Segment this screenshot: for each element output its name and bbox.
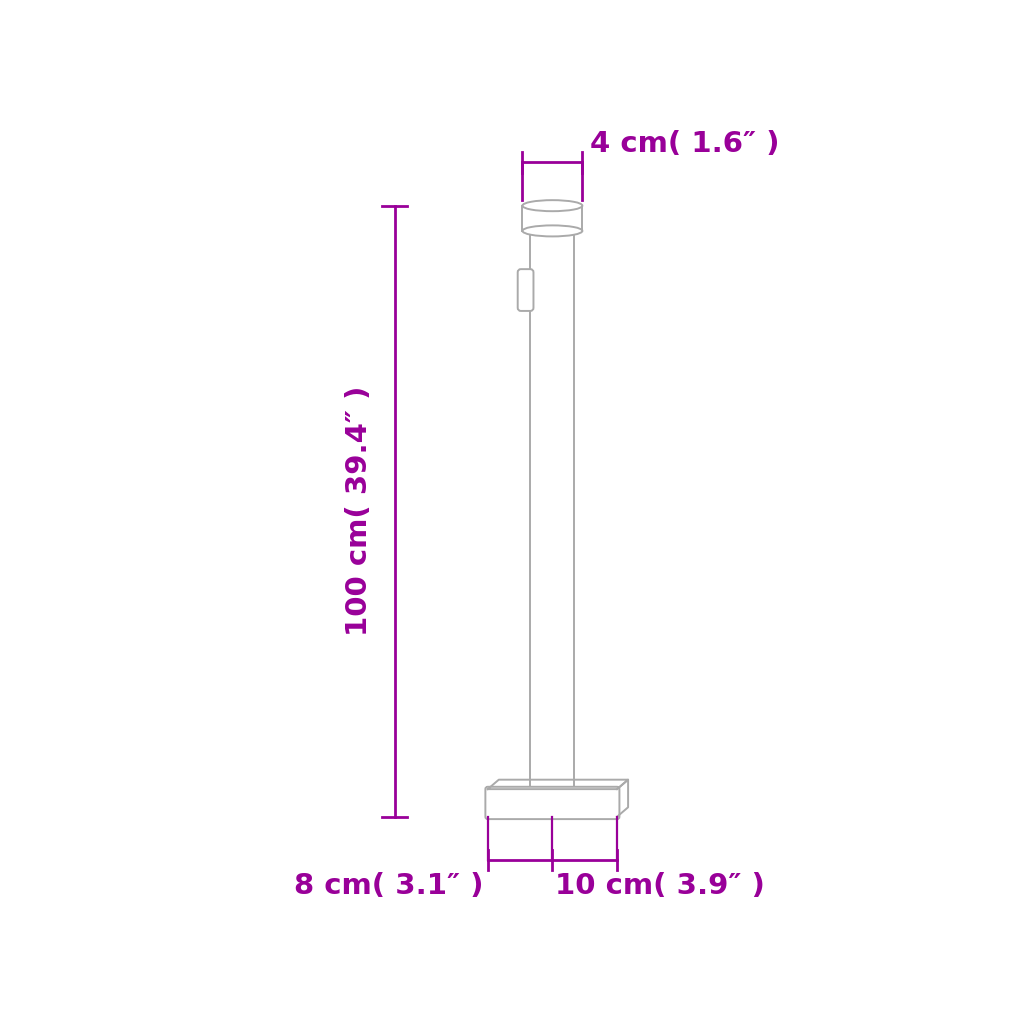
Text: 4 cm( 1.6″ ): 4 cm( 1.6″ ) <box>590 130 779 159</box>
Bar <box>522 206 583 230</box>
Text: 100 cm( 39.4″ ): 100 cm( 39.4″ ) <box>345 386 373 636</box>
Bar <box>530 230 574 790</box>
Ellipse shape <box>522 225 583 237</box>
FancyBboxPatch shape <box>485 786 620 819</box>
Ellipse shape <box>522 200 583 211</box>
Text: 8 cm( 3.1″ ): 8 cm( 3.1″ ) <box>294 872 483 900</box>
Text: 10 cm( 3.9″ ): 10 cm( 3.9″ ) <box>555 872 765 900</box>
Ellipse shape <box>530 226 574 236</box>
FancyBboxPatch shape <box>518 269 534 311</box>
